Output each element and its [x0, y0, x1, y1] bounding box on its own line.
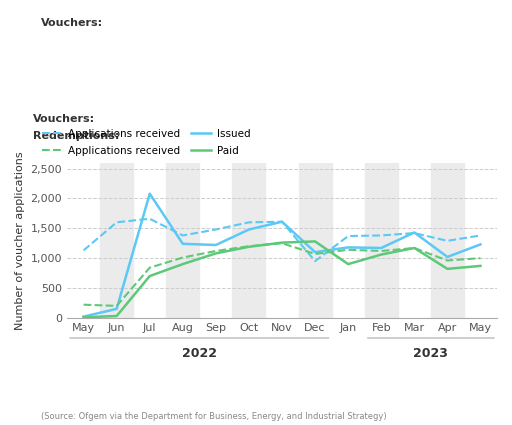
Bar [365, 163, 398, 318]
Bar [431, 163, 464, 318]
Bar [232, 163, 266, 318]
Bar [100, 163, 133, 318]
Text: (Source: Ofgem via the Department for Business, Energy, and Industrial Strategy): (Source: Ofgem via the Department for Bu… [41, 412, 387, 421]
Text: 2022: 2022 [182, 347, 217, 360]
Text: Vouchers:: Vouchers: [41, 18, 103, 28]
Text: Vouchers:: Vouchers: [33, 114, 95, 124]
Text: 2023: 2023 [413, 347, 449, 360]
Legend: Applications received, Paid: Applications received, Paid [38, 142, 243, 160]
Y-axis label: Number of voucher applications: Number of voucher applications [15, 151, 25, 329]
Bar [298, 163, 332, 318]
Text: Redemptions:: Redemptions: [33, 131, 119, 141]
Bar [166, 163, 199, 318]
